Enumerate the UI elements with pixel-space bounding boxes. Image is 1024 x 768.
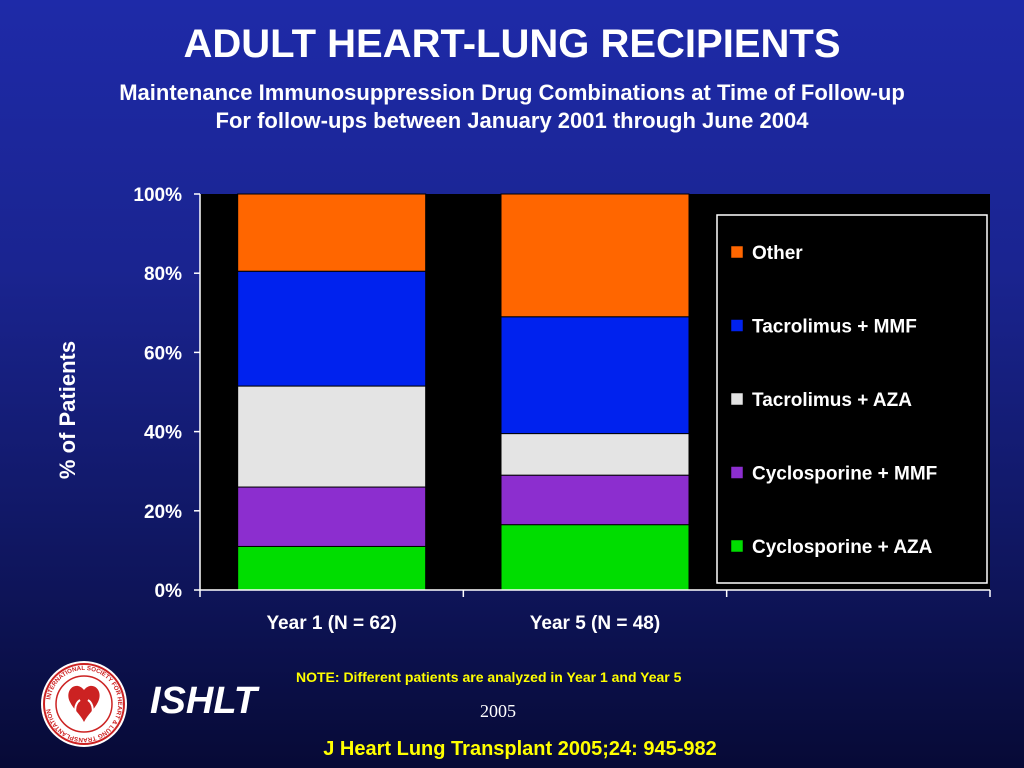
axes-group: 0% 20% 40% 60% 80% 100% Year 1 (N = 62) Year 5 … [133,185,991,634]
legend: Other Tacrolimus + MMF Tacrolimus + AZA Cyc… [716,214,988,584]
y-tick-label: 40% [144,423,182,444]
legend-swatch [730,539,744,553]
y-tick-label: 80% [144,264,182,285]
legend-swatch [730,245,744,259]
bar-segment-tacrolimus-mmf [500,316,690,435]
citation: J Heart Lung Transplant 2005;24: 945-982 [323,738,717,760]
y-tick-label: 20% [144,502,182,523]
bar-segment-other [500,193,690,318]
slide-subtitle-line1: Maintenance Immunosuppression Drug Combi… [119,80,905,105]
bar-segment-tacrolimus-aza [500,433,690,476]
legend-label: Tacrolimus + AZA [752,390,912,411]
slide-subtitle-line2: For follow-ups between January 2001 thro… [215,108,809,133]
y-tick-label: 100% [133,185,182,206]
legend-swatch [730,392,744,406]
y-tick-label: 60% [144,343,182,364]
x-tick-label: Year 1 (N = 62) [266,613,396,634]
legend-label: Other [752,243,803,264]
bar-segment-tacrolimus-aza [237,385,427,488]
ishlt-label: ISHLT [150,680,257,722]
bar-segment-cyclosporine-mmf [237,486,427,547]
legend-swatch [730,319,744,332]
bar-segment-cyclosporine-aza [237,545,427,591]
bar-segment-tacrolimus-mmf [237,270,427,387]
legend-label: Cyclosporine + AZA [752,537,933,558]
footnote: NOTE: Different patients are analyzed in… [296,669,682,685]
bar-segment-cyclosporine-aza [500,524,690,591]
legend-label: Tacrolimus + MMF [752,317,917,338]
bar-segment-cyclosporine-mmf [500,474,690,526]
legend-box [716,214,988,584]
x-tick-label: Year 5 (N = 48) [530,613,660,634]
slide-title: ADULT HEART-LUNG RECIPIENTS [183,22,841,66]
ishlt-logo: INTERNATIONAL SOCIETY FOR HEART & LUNG T… [41,661,127,747]
bars-group [237,193,690,591]
legend-label: Cyclosporine + MMF [752,464,937,485]
year-label: 2005 [480,701,516,721]
legend-swatch [730,466,744,479]
y-tick-label: 0% [155,581,183,602]
bar-segment-other [237,193,427,272]
